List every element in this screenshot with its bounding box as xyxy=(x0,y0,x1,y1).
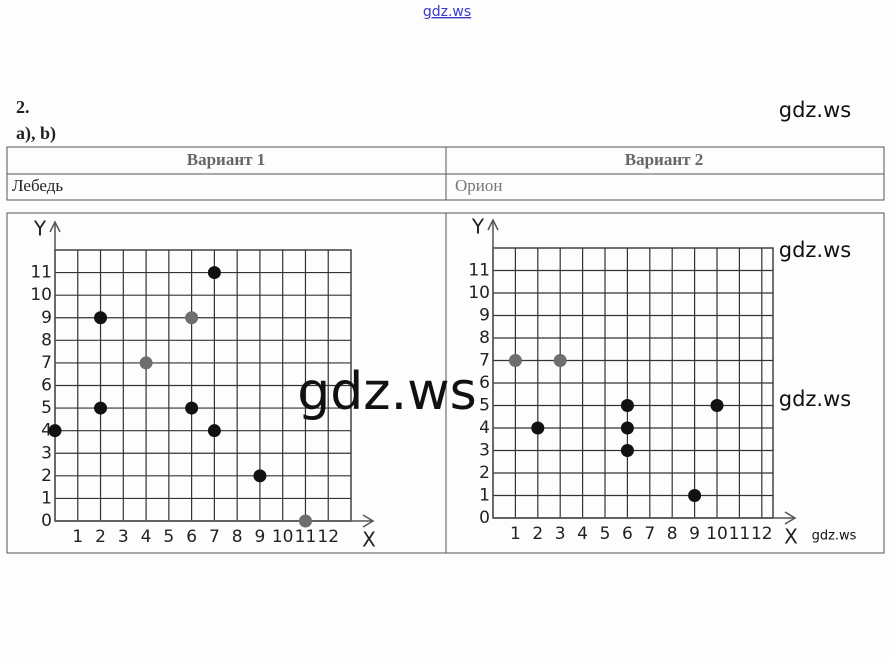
site-link[interactable]: gdz.ws xyxy=(423,4,471,20)
y-tick-label: 11 xyxy=(30,263,52,283)
point xyxy=(207,266,221,280)
x-tick-label: 12 xyxy=(751,524,773,544)
x-tick-label: 10 xyxy=(706,524,728,544)
point xyxy=(185,311,199,325)
x-axis-label: X xyxy=(362,528,376,552)
x-tick-label: 4 xyxy=(141,527,152,547)
task-number: 2. xyxy=(16,97,30,117)
table-header: Вариант 1 xyxy=(187,150,265,169)
x-tick-label: 8 xyxy=(667,524,678,544)
table-cell: Орион xyxy=(455,176,502,195)
y-tick-label: 10 xyxy=(468,283,490,303)
x-tick-label: 11 xyxy=(295,527,317,547)
x-axis-label: X xyxy=(784,525,798,549)
table-frame xyxy=(6,146,885,554)
point xyxy=(620,444,634,457)
y-tick-label: 0 xyxy=(41,511,52,531)
point xyxy=(508,354,522,367)
task-parts: а), b) xyxy=(16,123,56,144)
x-tick-label: 11 xyxy=(729,524,751,544)
y-arrow xyxy=(487,218,499,231)
point xyxy=(710,399,724,412)
x-tick-label: 3 xyxy=(118,527,129,547)
y-tick-label: 5 xyxy=(41,398,52,418)
point xyxy=(48,424,62,438)
y-tick-label: 7 xyxy=(41,353,52,373)
x-tick-label: 2 xyxy=(95,527,106,547)
x-tick-label: 6 xyxy=(186,527,197,547)
x-tick-label: 6 xyxy=(622,524,633,544)
x-tick-label: 8 xyxy=(232,527,243,547)
y-tick-label: 7 xyxy=(479,351,490,371)
point xyxy=(531,421,545,435)
point xyxy=(553,354,567,367)
y-tick-label: 9 xyxy=(479,306,490,326)
x-tick-label: 9 xyxy=(255,527,266,547)
point xyxy=(185,401,199,415)
y-arrow xyxy=(49,220,61,233)
point xyxy=(298,514,312,528)
y-tick-label: 8 xyxy=(41,330,52,350)
point xyxy=(253,469,267,483)
y-axis-label: Y xyxy=(471,215,485,239)
y-tick-label: 6 xyxy=(41,376,52,396)
y-tick-label: 9 xyxy=(41,308,52,328)
x-tick-label: 10 xyxy=(272,527,294,547)
y-tick-label: 11 xyxy=(468,261,490,281)
y-tick-label: 6 xyxy=(479,373,490,393)
x-tick-label: 4 xyxy=(577,524,588,544)
x-tick-label: 9 xyxy=(689,524,700,544)
y-axis-label: Y xyxy=(33,217,47,241)
table-cell: Лебедь xyxy=(12,176,63,195)
watermark: gdz.ws xyxy=(779,238,851,262)
y-tick-label: 2 xyxy=(41,466,52,486)
point xyxy=(94,311,108,325)
point xyxy=(620,421,634,435)
point xyxy=(620,399,634,412)
x-arrow xyxy=(362,514,375,528)
x-tick-label: 7 xyxy=(209,527,220,547)
y-tick-label: 8 xyxy=(479,328,490,348)
point xyxy=(94,401,108,415)
watermark: gdz.ws xyxy=(779,98,851,122)
x-tick-label: 5 xyxy=(600,524,611,544)
x-tick-label: 1 xyxy=(72,527,83,547)
y-tick-label: 3 xyxy=(41,443,52,463)
point xyxy=(688,489,702,502)
y-tick-label: 4 xyxy=(41,421,52,441)
y-tick-label: 5 xyxy=(479,396,490,416)
y-tick-label: 3 xyxy=(479,441,490,461)
x-arrow xyxy=(784,511,797,525)
x-tick-label: 2 xyxy=(532,524,543,544)
x-tick-label: 7 xyxy=(644,524,655,544)
y-tick-label: 1 xyxy=(41,488,52,508)
y-tick-label: 0 xyxy=(479,508,490,528)
y-tick-label: 10 xyxy=(30,285,52,305)
y-tick-label: 2 xyxy=(479,463,490,483)
x-tick-label: 1 xyxy=(510,524,521,544)
watermark: gdz.ws xyxy=(779,387,851,411)
point xyxy=(139,356,153,370)
x-tick-label: 3 xyxy=(555,524,566,544)
y-tick-label: 4 xyxy=(479,418,490,438)
y-tick-label: 1 xyxy=(479,486,490,506)
point xyxy=(207,424,221,438)
x-tick-label: 12 xyxy=(317,527,339,547)
watermark: gdz.ws xyxy=(297,362,476,422)
watermark: gdz.ws xyxy=(812,529,857,544)
table-header: Вариант 2 xyxy=(625,150,703,169)
x-tick-label: 5 xyxy=(163,527,174,547)
